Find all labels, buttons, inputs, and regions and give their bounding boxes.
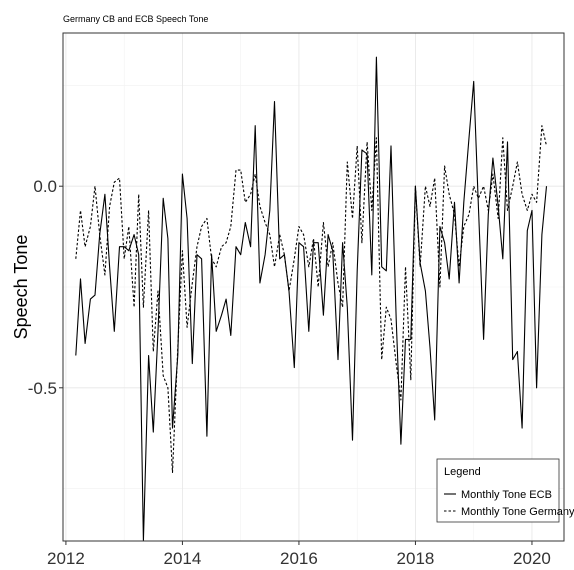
y-tick-label: 0.0 bbox=[33, 177, 57, 196]
series-line-germany bbox=[75, 125, 548, 474]
legend-box bbox=[436, 458, 560, 523]
plot-border bbox=[62, 32, 565, 542]
legend: Legend Monthly Tone ECB Monthly Tone Ger… bbox=[436, 458, 574, 523]
x-tick-label: 2018 bbox=[397, 549, 435, 568]
x-tick-label: 2014 bbox=[164, 549, 202, 568]
y-axis: 0.0 -0.5 bbox=[28, 177, 63, 398]
x-tick-label: 2012 bbox=[47, 549, 85, 568]
y-tick-label: -0.5 bbox=[28, 379, 57, 398]
series-line-ecb bbox=[75, 56, 548, 542]
legend-title: Legend bbox=[444, 466, 481, 478]
legend-label-ecb: Monthly Tone ECB bbox=[461, 489, 552, 501]
series-lines bbox=[75, 56, 548, 542]
x-axis: 2012 2014 2016 2018 2020 bbox=[47, 541, 551, 568]
y-axis-title: Speech Tone bbox=[11, 235, 31, 340]
legend-label-germany: Monthly Tone Germany bbox=[461, 506, 574, 518]
chart-title: Germany CB and ECB Speech Tone bbox=[63, 14, 208, 24]
x-tick-label: 2020 bbox=[513, 549, 551, 568]
x-tick-label: 2016 bbox=[280, 549, 318, 568]
